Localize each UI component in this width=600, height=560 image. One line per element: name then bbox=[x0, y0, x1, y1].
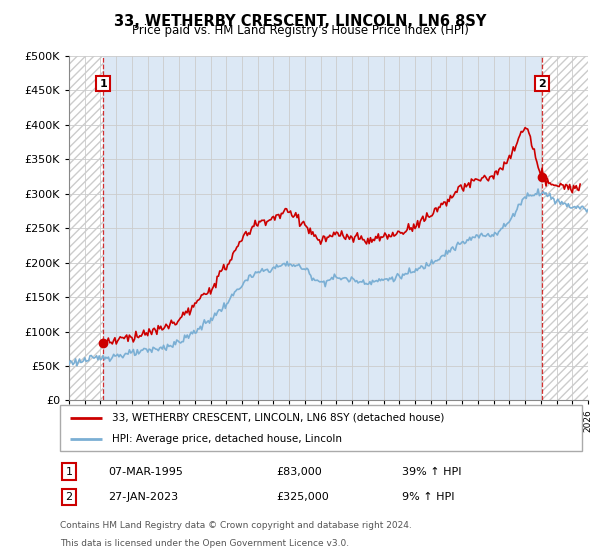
Bar bbox=[69, 56, 103, 400]
Bar bbox=[542, 56, 588, 400]
Text: £325,000: £325,000 bbox=[276, 492, 329, 502]
Text: 27-JAN-2023: 27-JAN-2023 bbox=[108, 492, 178, 502]
Bar bbox=[103, 56, 542, 400]
Text: 1: 1 bbox=[65, 466, 73, 477]
Text: Price paid vs. HM Land Registry's House Price Index (HPI): Price paid vs. HM Land Registry's House … bbox=[131, 24, 469, 37]
Bar bbox=[542, 56, 588, 400]
Text: 33, WETHERBY CRESCENT, LINCOLN, LN6 8SY (detached house): 33, WETHERBY CRESCENT, LINCOLN, LN6 8SY … bbox=[112, 413, 445, 423]
Text: Contains HM Land Registry data © Crown copyright and database right 2024.: Contains HM Land Registry data © Crown c… bbox=[60, 521, 412, 530]
Text: £83,000: £83,000 bbox=[276, 466, 322, 477]
Text: 9% ↑ HPI: 9% ↑ HPI bbox=[402, 492, 455, 502]
Text: 39% ↑ HPI: 39% ↑ HPI bbox=[402, 466, 461, 477]
Text: 33, WETHERBY CRESCENT, LINCOLN, LN6 8SY: 33, WETHERBY CRESCENT, LINCOLN, LN6 8SY bbox=[114, 14, 486, 29]
Text: HPI: Average price, detached house, Lincoln: HPI: Average price, detached house, Linc… bbox=[112, 435, 342, 444]
Text: 2: 2 bbox=[65, 492, 73, 502]
Bar bbox=[69, 56, 103, 400]
Text: 2: 2 bbox=[538, 78, 546, 88]
Text: 07-MAR-1995: 07-MAR-1995 bbox=[108, 466, 183, 477]
Text: This data is licensed under the Open Government Licence v3.0.: This data is licensed under the Open Gov… bbox=[60, 539, 349, 548]
Text: 1: 1 bbox=[99, 78, 107, 88]
